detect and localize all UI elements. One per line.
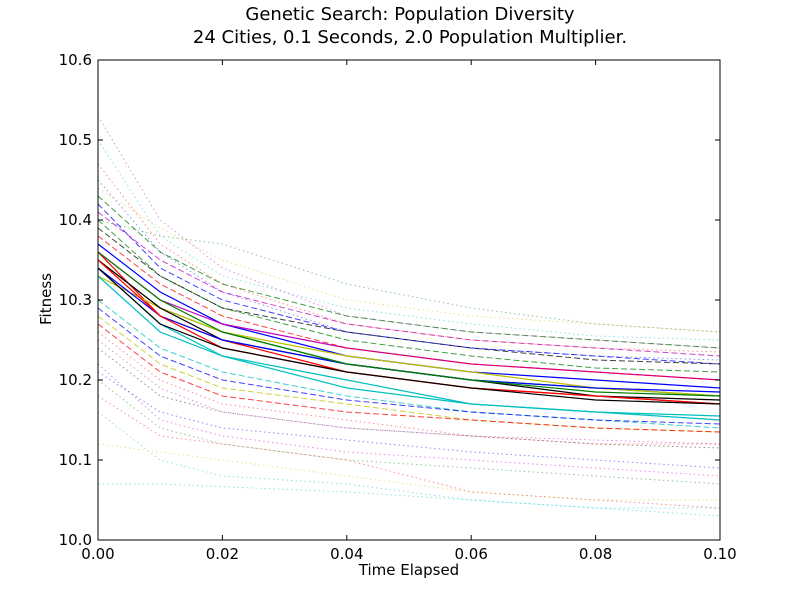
x-tick-label: 0.00: [81, 545, 114, 563]
y-tick-label: 10.0: [59, 531, 92, 549]
y-tick-label: 10.5: [59, 131, 92, 149]
series-line-18: [97, 227, 721, 365]
x-tick-label: 0.08: [579, 545, 612, 563]
series-line-36: [97, 331, 720, 445]
tick-layer: 0.00 0.02 0.04 0.06 0.08 0.10 10.0 10.1 10.2 10.3…: [59, 51, 737, 563]
series-line-19: [97, 307, 721, 425]
series-line-29: [97, 411, 721, 517]
y-tick-label: 10.2: [59, 371, 92, 389]
y-axis-label: Fitness: [37, 273, 55, 325]
series-line-21: [97, 195, 721, 349]
chart-title: Genetic Search: Population Diversity: [245, 4, 575, 25]
series-line-16: [97, 299, 721, 429]
chart-subtitle: 24 Cities, 0.1 Seconds, 2.0 Population M…: [192, 27, 628, 48]
series-line-14: [97, 235, 721, 381]
series-line-20: [97, 323, 721, 433]
x-axis-label: Time Elapsed: [358, 561, 460, 579]
series-line-31: [97, 371, 721, 469]
series-line-28: [97, 363, 721, 477]
y-tick-label: 10.4: [59, 211, 92, 229]
series-line-15: [97, 211, 721, 357]
series-line-37: [97, 339, 721, 445]
x-tick-label: 0.04: [330, 545, 363, 563]
series-line-23: [97, 139, 721, 341]
y-tick-label: 10.3: [59, 291, 92, 309]
series-line-13: [97, 219, 721, 373]
series-line-35: [97, 219, 721, 333]
series-line-25: [97, 179, 721, 361]
x-tick-label: 0.06: [454, 545, 487, 563]
series-line-10: [97, 275, 721, 421]
series-line-6: [97, 259, 721, 401]
series-line-26: [97, 187, 721, 333]
series-line-33: [97, 443, 720, 501]
series-line-17: [97, 315, 721, 433]
y-tick-label: 10.1: [59, 451, 92, 469]
series-line-27: [97, 379, 721, 485]
series-line-34: [98, 483, 720, 509]
x-tick-label: 0.02: [206, 545, 239, 563]
x-tick-label: 0.10: [703, 545, 736, 563]
series-line-11: [97, 267, 721, 405]
series-line-30: [97, 395, 721, 509]
series-line-32: [97, 347, 721, 449]
series-line-9: [97, 251, 721, 397]
y-tick-label: 10.6: [59, 51, 92, 69]
series-layer: [97, 115, 721, 517]
series-line-22: [97, 115, 721, 349]
